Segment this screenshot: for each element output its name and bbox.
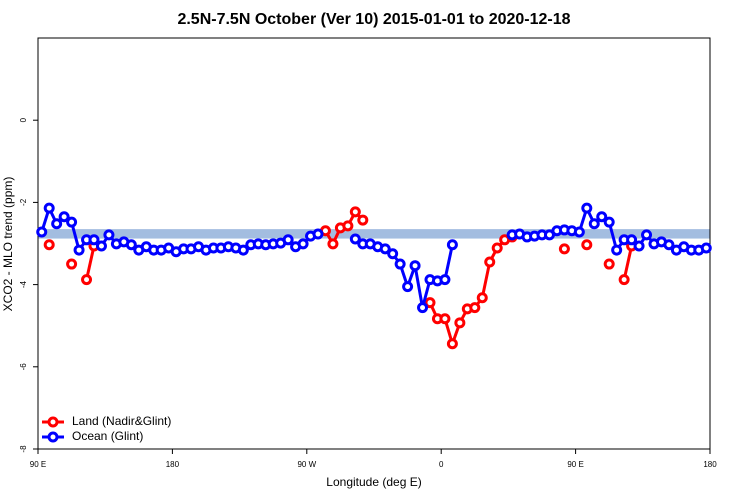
x-tick-label: 180 <box>166 460 180 469</box>
data-point <box>103 229 115 241</box>
data-point <box>66 258 78 270</box>
series-line <box>622 245 634 280</box>
data-point <box>43 202 55 214</box>
data-point <box>558 243 570 255</box>
data-point <box>342 220 354 232</box>
data-point <box>409 260 421 272</box>
data-point <box>663 239 675 251</box>
data-point <box>476 292 488 304</box>
legend-marker <box>47 416 59 428</box>
data-point <box>424 297 436 309</box>
data-point <box>417 302 429 314</box>
data-point <box>484 256 496 268</box>
series-line <box>428 235 513 349</box>
data-point <box>633 240 645 252</box>
data-point <box>402 281 414 293</box>
data-point <box>603 258 615 270</box>
x-tick-label: 90 E <box>30 460 46 469</box>
y-axis-label: XCO2 - MLO trend (ppm) <box>1 177 15 312</box>
reference-band <box>38 229 710 239</box>
data-point <box>700 242 712 254</box>
plot-frame <box>37 37 711 450</box>
data-point <box>603 216 615 228</box>
data-point <box>36 226 48 238</box>
data-point <box>349 206 361 218</box>
x-tick-label: 90 W <box>297 460 316 469</box>
data-point <box>446 239 458 251</box>
legend-marker <box>47 431 59 443</box>
data-point <box>469 302 481 314</box>
data-point <box>66 216 78 228</box>
y-tick-label: -6 <box>19 363 28 371</box>
data-point <box>626 234 638 246</box>
data-point <box>95 240 107 252</box>
data-point <box>73 244 85 256</box>
data-point <box>379 243 391 255</box>
data-point <box>588 218 600 230</box>
data-point <box>439 274 451 286</box>
chart-title: 2.5N-7.5N October (Ver 10) 2015-01-01 to… <box>177 11 570 28</box>
x-axis-label: Longitude (deg E) <box>326 475 421 489</box>
data-point <box>611 244 623 256</box>
data-point <box>237 244 249 256</box>
data-point <box>581 202 593 214</box>
data-point <box>573 226 585 238</box>
data-point <box>387 248 399 260</box>
x-tick-label: 180 <box>703 460 717 469</box>
data-point <box>641 229 653 241</box>
data-point <box>618 274 630 286</box>
data-point <box>125 239 137 251</box>
data-point <box>81 274 93 286</box>
data-point <box>88 234 100 246</box>
legend-label: Land (Nadir&Glint) <box>72 414 171 428</box>
data-point <box>439 313 451 325</box>
data-point <box>58 211 70 223</box>
y-tick-label: 0 <box>19 117 28 122</box>
data-point <box>327 238 339 250</box>
y-tick-label: -2 <box>19 198 28 206</box>
series-line <box>85 245 96 280</box>
data-point <box>312 228 324 240</box>
y-tick-label: -4 <box>19 280 28 288</box>
data-point <box>394 258 406 270</box>
data-point <box>596 211 608 223</box>
data-point <box>357 214 369 226</box>
y-tick-label: -8 <box>19 445 28 453</box>
data-point <box>454 317 466 329</box>
data-point <box>43 239 55 251</box>
data-point <box>581 239 593 251</box>
legend-label: Ocean (Glint) <box>72 429 143 443</box>
x-tick-label: 0 <box>439 460 444 469</box>
data-point <box>51 218 63 230</box>
data-point <box>446 338 458 350</box>
x-tick-label: 90 E <box>567 460 583 469</box>
data-point <box>349 233 361 245</box>
data-point <box>491 242 503 254</box>
data-point <box>297 238 309 250</box>
data-point <box>282 234 294 246</box>
